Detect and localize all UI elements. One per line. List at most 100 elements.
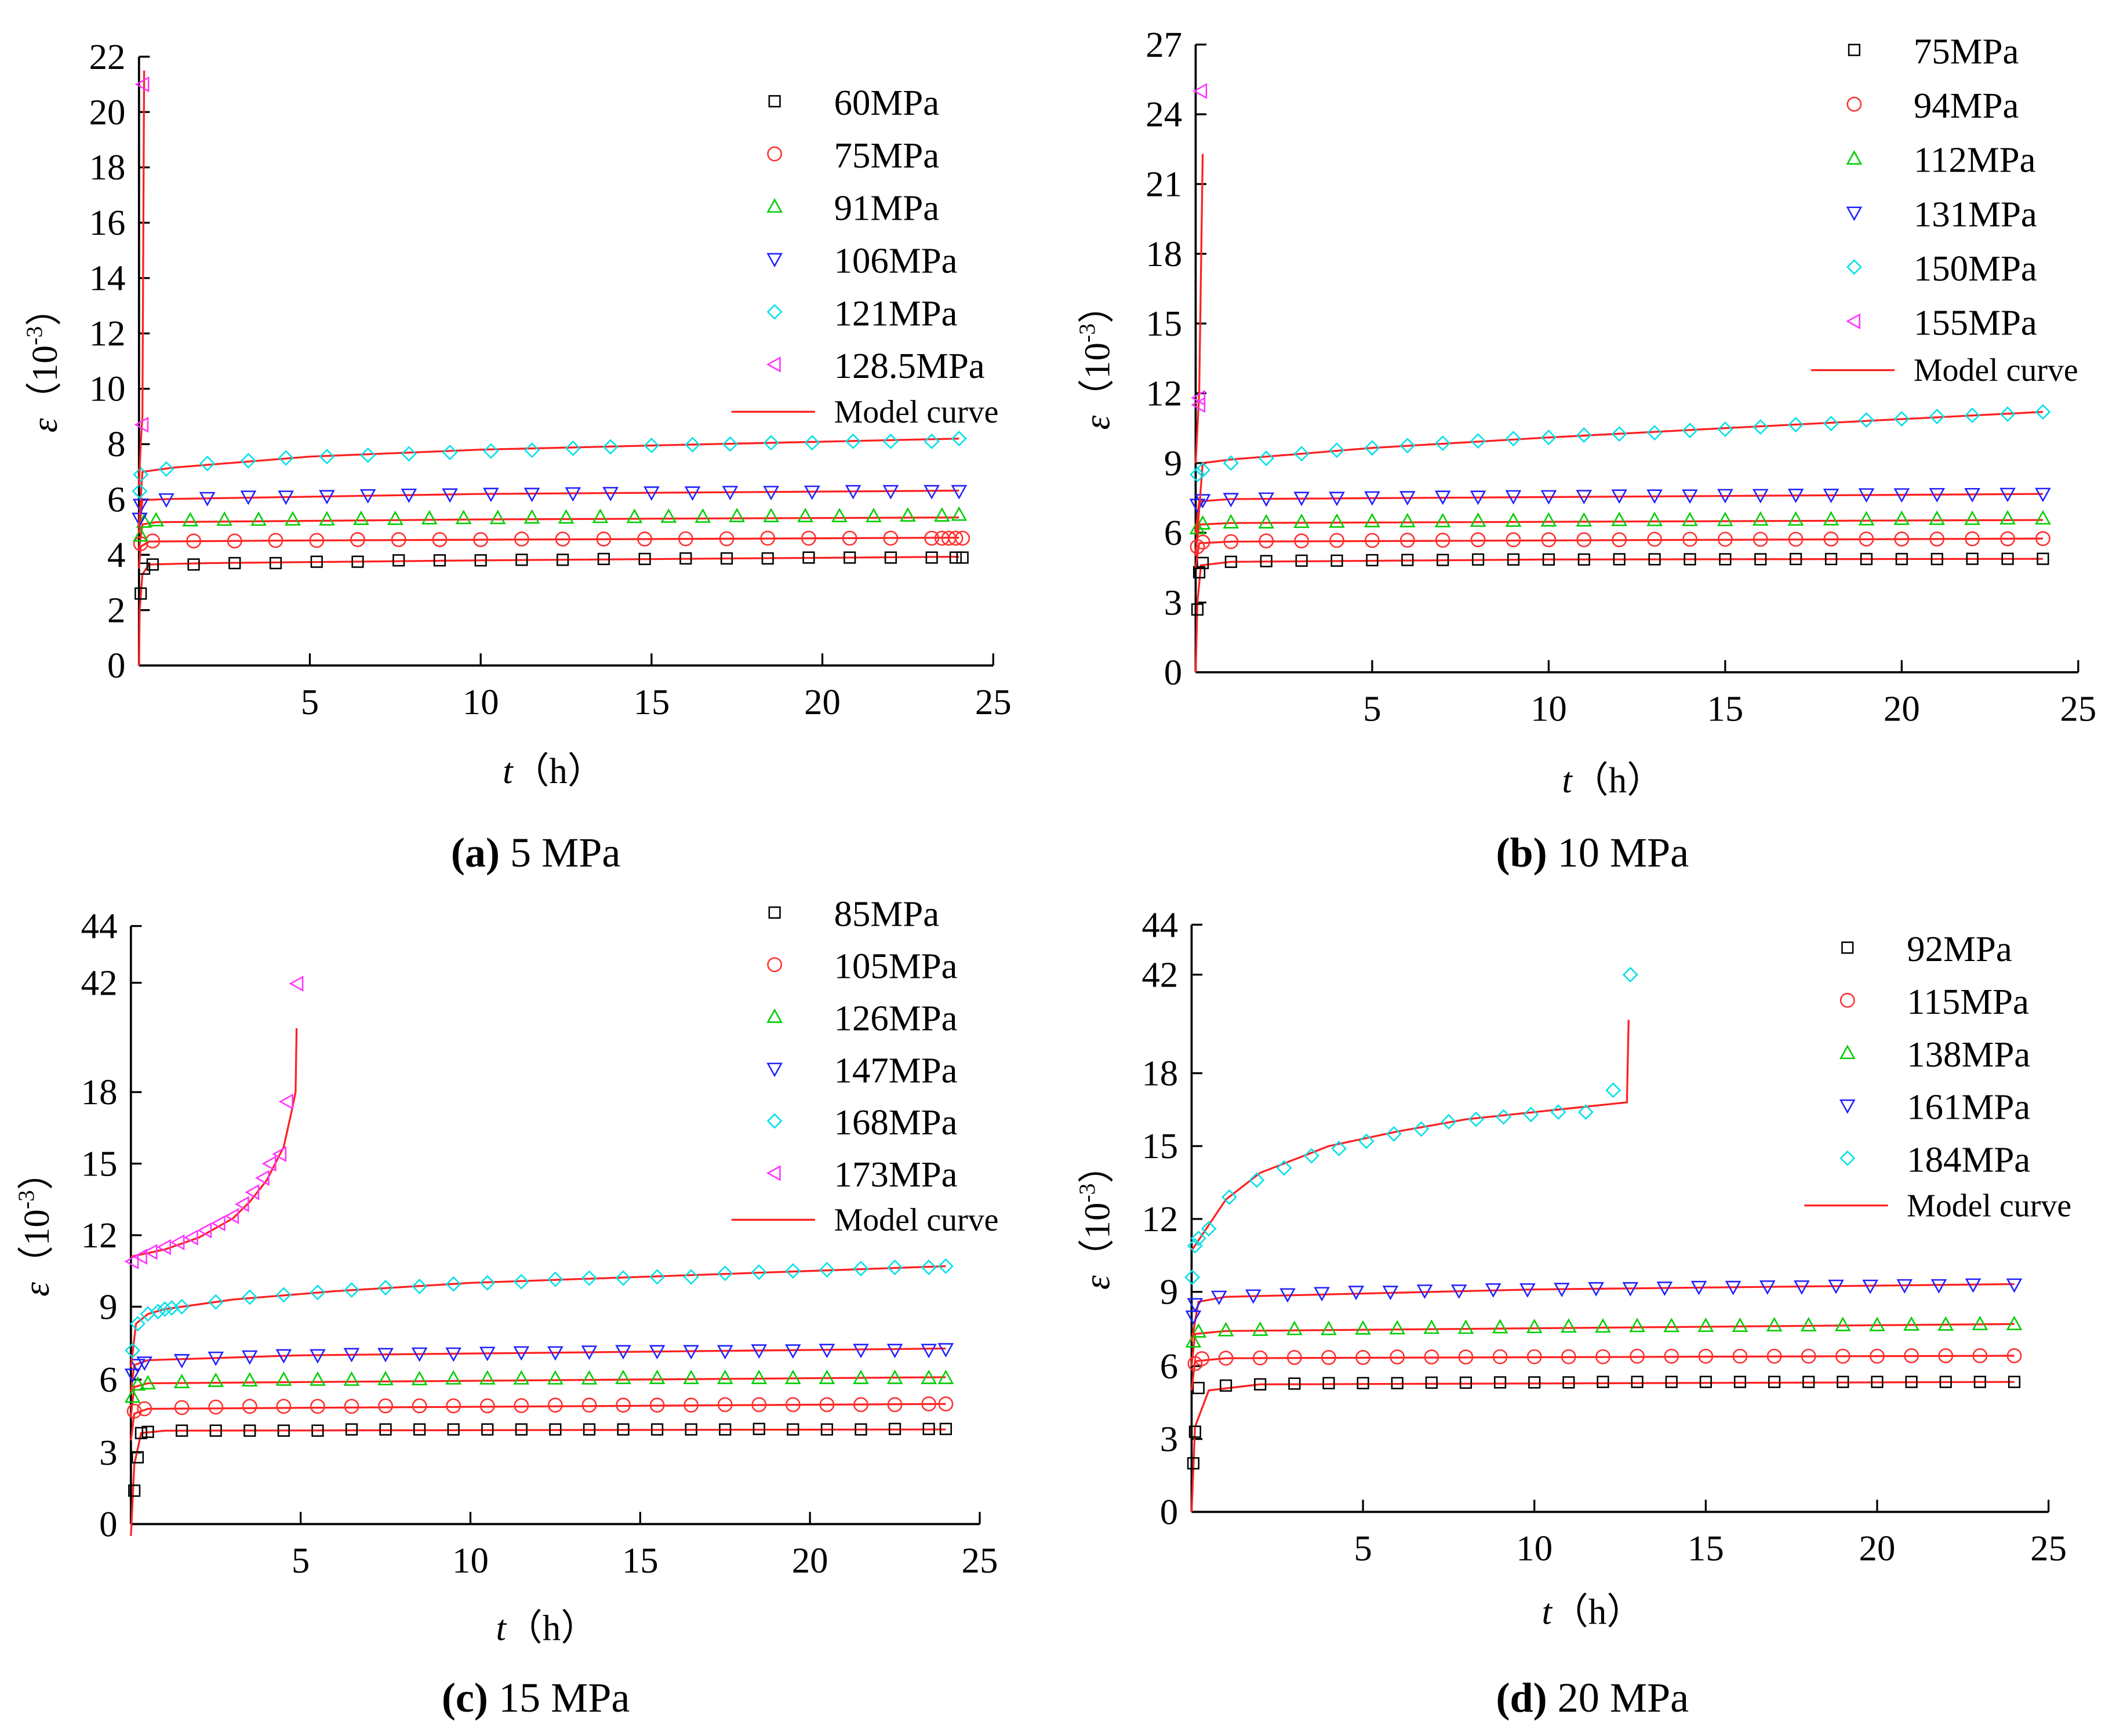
data-point-marker — [785, 1344, 801, 1359]
data-point-marker — [615, 1369, 631, 1384]
data-point-marker — [134, 416, 149, 433]
data-point-marker — [1896, 1279, 1913, 1294]
series-75MPa — [133, 530, 970, 569]
data-point-marker — [1416, 1284, 1433, 1299]
data-point-marker — [1999, 487, 2016, 503]
data-point-marker — [208, 1399, 224, 1415]
data-point-marker — [853, 1397, 868, 1413]
data-point-marker — [1595, 1349, 1610, 1364]
data-point-marker — [886, 1344, 903, 1359]
data-point-marker — [411, 1371, 428, 1385]
data-point-marker — [157, 1301, 173, 1318]
data-point-marker — [1665, 1375, 1678, 1388]
data-point-marker — [132, 483, 148, 499]
data-point-marker — [197, 1222, 212, 1239]
data-point-marker — [717, 1265, 733, 1282]
data-point-marker — [1895, 552, 1908, 566]
data-point-marker — [565, 440, 581, 456]
data-point-marker — [2037, 552, 2049, 565]
data-point-marker — [1185, 1310, 1202, 1325]
series-60MPa — [134, 551, 969, 666]
data-point-marker — [186, 533, 201, 549]
data-point-marker — [679, 552, 692, 565]
series-94MPa — [1190, 531, 2050, 568]
legend-model-label: Model curve — [1907, 1188, 2071, 1224]
data-point-marker — [565, 487, 581, 502]
data-point-marker — [1496, 1109, 1511, 1125]
data-point-marker — [483, 443, 499, 459]
data-point-marker — [842, 530, 857, 546]
data-point-marker — [391, 532, 406, 547]
data-point-marker — [1223, 514, 1239, 529]
data-point-marker — [216, 511, 232, 526]
data-point-marker — [433, 554, 446, 567]
series-173MPa — [124, 976, 304, 1270]
data-point-marker — [343, 1348, 360, 1363]
x-tick-label: 15 — [1688, 1528, 1724, 1568]
y-tick-label: 2 — [107, 590, 125, 631]
model-curve-line — [138, 438, 959, 527]
y-tick-label: 8 — [107, 424, 125, 464]
x-axis-title: t（h） — [503, 751, 604, 791]
data-point-marker — [254, 1170, 270, 1187]
series-131MPa — [1189, 487, 2051, 533]
x-axis-title: t（h） — [1542, 1592, 1644, 1632]
data-point-marker — [785, 1397, 801, 1413]
data-point-marker — [134, 587, 147, 600]
legend-marker-triangle-down — [766, 1062, 783, 1078]
data-point-marker — [887, 1260, 903, 1275]
data-point-marker — [1355, 1350, 1371, 1365]
data-point-marker — [951, 506, 968, 521]
y-axis-title: ε（10-3） — [21, 290, 65, 432]
data-point-marker — [275, 1371, 292, 1386]
legend-marker-triangle-up — [1846, 150, 1863, 165]
data-point-marker — [683, 1269, 699, 1285]
data-point-marker — [683, 1369, 699, 1384]
data-point-marker — [1219, 1379, 1232, 1392]
data-point-marker — [626, 508, 643, 523]
data-point-marker — [158, 461, 174, 477]
data-point-marker — [1577, 553, 1590, 566]
data-point-marker — [956, 551, 969, 564]
data-point-marker — [1258, 492, 1275, 507]
data-point-marker — [1459, 1376, 1473, 1389]
data-point-marker — [1790, 552, 1802, 566]
data-point-marker — [1759, 1280, 1776, 1295]
data-point-marker — [1441, 1113, 1457, 1130]
data-point-marker — [1259, 533, 1274, 549]
data-point-marker — [1389, 1320, 1406, 1335]
data-point-marker — [660, 508, 677, 523]
data-point-marker — [158, 493, 174, 508]
data-point-marker — [1331, 1140, 1347, 1156]
data-point-marker — [1197, 556, 1209, 569]
data-point-marker — [1870, 1348, 1885, 1364]
data-point-marker — [412, 1398, 427, 1414]
legend-label: 161MPa — [1907, 1087, 2030, 1127]
legend-label: 115MPa — [1907, 981, 2029, 1022]
x-tick-label: 20 — [1884, 689, 1920, 729]
data-point-marker — [1288, 1377, 1301, 1390]
y-tick-label: 6 — [1160, 1346, 1178, 1386]
y-tick-label: 21 — [1146, 163, 1182, 204]
data-point-marker — [1752, 489, 1769, 504]
data-point-marker — [1286, 1350, 1302, 1365]
data-point-marker — [131, 1451, 144, 1464]
x-axis-unit: （h） — [1552, 1592, 1643, 1632]
legend-marker-square — [1841, 941, 1854, 954]
caption-text: 5 MPa — [500, 829, 620, 876]
y-axis-unit: （10 — [24, 345, 65, 418]
data-point-marker — [1930, 1279, 1947, 1294]
x-tick-label: 5 — [1354, 1528, 1372, 1568]
data-point-marker — [1965, 1278, 1982, 1293]
y-tick-label: 24 — [1146, 94, 1182, 134]
data-point-marker — [722, 486, 739, 501]
data-point-marker — [1903, 1316, 1919, 1331]
data-point-marker — [150, 1304, 166, 1320]
data-point-marker — [1871, 1375, 1884, 1388]
data-point-marker — [1823, 489, 1839, 504]
data-point-marker — [751, 1264, 767, 1280]
data-point-marker — [1505, 490, 1522, 505]
data-point-marker — [581, 1345, 598, 1360]
data-point-marker — [921, 1344, 937, 1359]
data-point-marker — [182, 512, 198, 527]
